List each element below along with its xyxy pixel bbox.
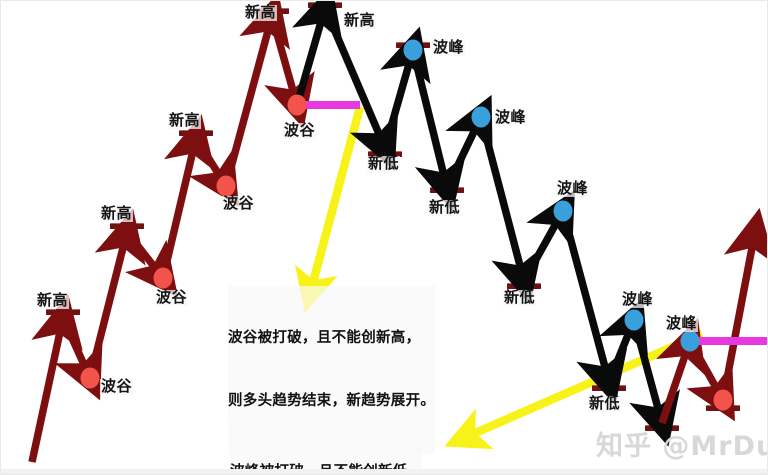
swing-point-label: 新高 (168, 111, 202, 129)
annotation-line-2: 则多头趋势结束，新趋势展开。 (228, 393, 436, 410)
watermark-text: 知乎 @MrDu (596, 431, 768, 462)
zigzag-segment-group (28, 0, 768, 463)
bearish-break-signal (444, 330, 704, 450)
trend-arrow-hairline (225, 15, 273, 187)
swing-point-label: 新低 (503, 288, 537, 306)
bullish-break-signal (294, 105, 365, 313)
trend-arrow-hairline (562, 210, 610, 383)
level-bar (430, 187, 464, 193)
peak-marker-circle (553, 200, 573, 222)
annotation-bearish-trend-end: 波峰被打破，且不能创新低 则空头趋势结束，新趋势展开 (230, 420, 423, 475)
trend-arrow-hairline (689, 340, 724, 401)
trend-arrow-hairline (480, 116, 525, 282)
swing-point-label: 波峰 (621, 290, 655, 308)
level-bar (110, 223, 144, 229)
trend-arrow-hairline (296, 7, 326, 106)
swing-point-label: 新低 (588, 394, 622, 412)
swing-point-label: 波谷 (283, 121, 317, 139)
trough-marker-circle (713, 389, 733, 411)
trough-marker-circle (80, 367, 100, 389)
swing-point-label: 新高 (36, 291, 70, 309)
trough-marker-circle (153, 267, 173, 289)
swing-point-label: 波峰 (432, 38, 466, 56)
trend-arrow-hairline (446, 116, 482, 189)
swing-point-label: 新低 (367, 154, 401, 172)
swing-point-label: 波谷 (100, 377, 134, 395)
swing-point-label: 波谷 (155, 288, 189, 306)
peak-marker-circle (471, 106, 491, 128)
swing-point-label: 新高 (100, 204, 134, 222)
peak-marker-circle (403, 39, 423, 61)
swing-point-label: 波峰 (556, 179, 590, 197)
trough-marker-circle (287, 94, 307, 116)
level-bar (308, 2, 342, 8)
trend-arrow-hairline (633, 319, 663, 424)
peak-marker-circle (624, 309, 644, 331)
trend-arrow-hairline (162, 137, 197, 279)
trough-marker-circle (216, 175, 236, 197)
swing-point-label: 新高 (343, 11, 377, 29)
trend-arrow-hairline (31, 317, 64, 463)
trend-arrow-hairline (608, 319, 635, 383)
trend-arrow-hairline (384, 49, 414, 149)
swing-marker-group (80, 39, 733, 411)
trend-arrow-hairline (412, 49, 448, 189)
swing-point-label: 波谷 (222, 194, 256, 212)
swing-point-label: 新高 (244, 3, 278, 21)
trend-arrow-hairline (661, 340, 691, 424)
trend-arrow-hairline (89, 231, 128, 379)
level-bar (179, 130, 213, 136)
trend-arrow-hairline (62, 317, 91, 379)
trend-arrow-hairline (271, 15, 298, 106)
break-line-group (297, 101, 768, 345)
peak-marker-circle (680, 330, 700, 352)
level-bar (46, 309, 80, 315)
swing-point-label: 波峰 (665, 314, 699, 332)
swing-point-label: 新低 (428, 198, 462, 216)
trend-arrow-hairline (523, 210, 564, 282)
bottom-strip (0, 469, 768, 475)
level-bar (592, 385, 626, 391)
swing-point-label: 波峰 (494, 108, 528, 126)
annotation-line-1: 波谷被打破，且不能创新高， (228, 330, 421, 347)
trend-arrow-hairline (722, 231, 756, 401)
trend-arrow-hairline (324, 7, 386, 149)
